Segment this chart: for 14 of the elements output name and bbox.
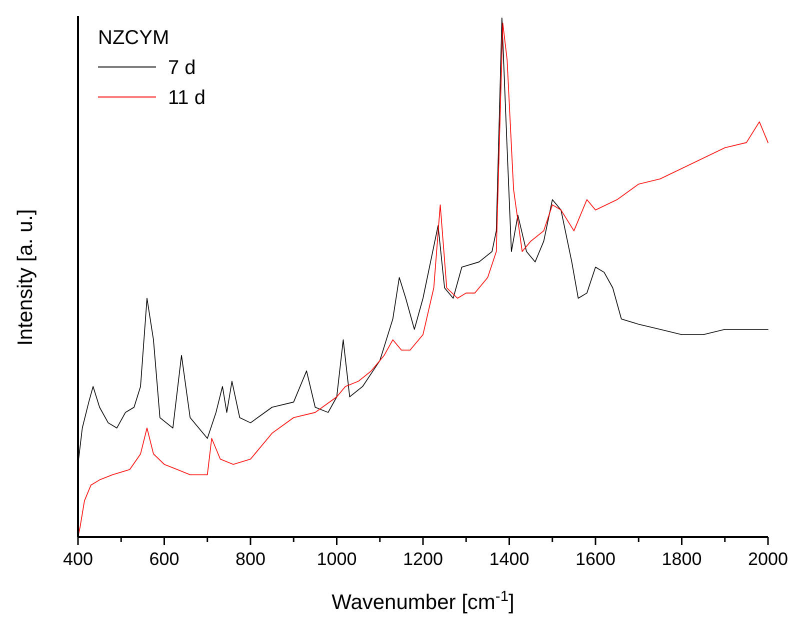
x-axis-title: Wavenumber [cm$^{-1}$] — [332, 589, 514, 614]
legend-label: 11 d — [168, 87, 206, 109]
x-tick-label: 1600 — [575, 549, 616, 569]
x-tick-label: 600 — [149, 549, 180, 569]
x-tick-label: 1200 — [402, 549, 444, 569]
x-tick-label: 2000 — [748, 549, 788, 569]
legend-label: 7 d — [168, 57, 196, 79]
x-tick-label: 1800 — [662, 549, 702, 569]
legend-title: NZCYM — [98, 27, 170, 49]
x-tick-label: 800 — [235, 549, 266, 569]
x-tick-label: 400 — [62, 549, 94, 569]
x-tick-label: 1400 — [489, 549, 530, 569]
x-tick-label: 1000 — [316, 549, 357, 569]
y-axis-title: Intensity [a. u.] — [14, 209, 37, 346]
